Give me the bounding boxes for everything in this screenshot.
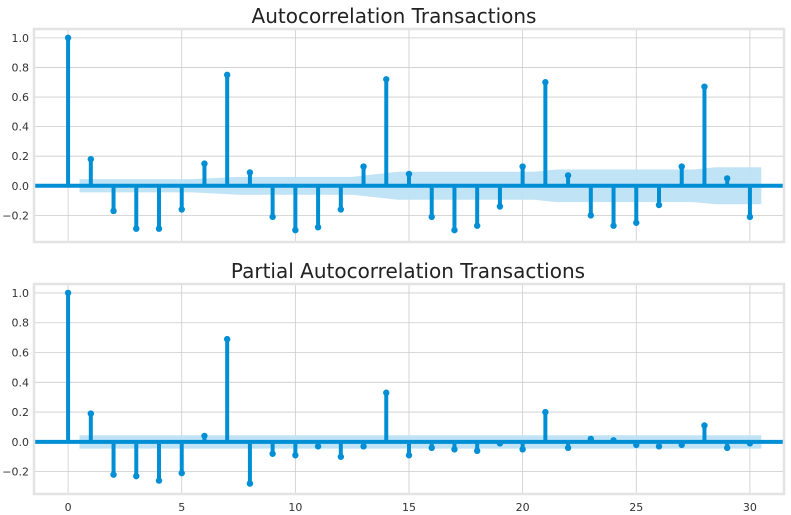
acf-marker-lag-27 bbox=[678, 163, 685, 170]
pacf-marker-lag-20 bbox=[519, 446, 526, 453]
pacf-marker-lag-7 bbox=[223, 335, 231, 343]
pacf-x-tick-label: 10 bbox=[288, 501, 302, 514]
acf-marker-lag-0 bbox=[64, 34, 72, 42]
pacf-y-tick-label: 0.8 bbox=[12, 317, 30, 330]
acf-marker-lag-15 bbox=[405, 170, 413, 178]
pacf-x-tick-label: 0 bbox=[65, 501, 72, 514]
pacf-marker-lag-1 bbox=[87, 410, 95, 417]
pacf-marker-lag-19 bbox=[496, 440, 504, 447]
acf-marker-lag-4 bbox=[155, 225, 163, 232]
pacf-marker-lag-8 bbox=[246, 480, 254, 487]
pacf-marker-lag-9 bbox=[269, 450, 276, 457]
pacf-x-tick-label: 5 bbox=[178, 501, 185, 514]
acf-plot-frame bbox=[32, 27, 786, 244]
acf-grid bbox=[34, 29, 784, 242]
acf-marker-lag-26 bbox=[655, 201, 663, 209]
acf-marker-lag-12 bbox=[337, 206, 345, 213]
pacf-marker-lag-13 bbox=[360, 443, 367, 450]
acf-y-tick-label: 0.4 bbox=[12, 121, 30, 134]
pacf-marker-lag-17 bbox=[451, 446, 458, 453]
acf-marker-lag-5 bbox=[178, 206, 185, 213]
pacf-y-tick-label: 0.6 bbox=[12, 347, 30, 360]
acf-marker-lag-23 bbox=[587, 212, 595, 219]
acf-marker-lag-6 bbox=[201, 160, 208, 167]
pacf-y-tick-label: 0.0 bbox=[12, 436, 30, 449]
pacf-stems bbox=[64, 289, 754, 487]
pacf-marker-lag-22 bbox=[564, 444, 572, 452]
pacf-panel: Partial Autocorrelation Transactions −0.… bbox=[2, 259, 786, 514]
pacf-marker-lag-5 bbox=[178, 469, 185, 477]
acf-title: Autocorrelation Transactions bbox=[252, 4, 537, 28]
pacf-marker-lag-6 bbox=[201, 432, 208, 440]
pacf-x-tick-labels: 0 5 10 15 20 25 30 bbox=[65, 501, 757, 514]
pacf-marker-lag-28 bbox=[701, 422, 708, 429]
acf-marker-lag-16 bbox=[428, 213, 435, 221]
pacf-marker-lag-24 bbox=[610, 437, 617, 444]
pacf-y-tick-label: 0.4 bbox=[12, 376, 30, 389]
pacf-marker-lag-3 bbox=[133, 472, 140, 480]
acf-marker-lag-24 bbox=[610, 222, 617, 229]
pacf-plot-frame bbox=[32, 282, 786, 496]
acf-marker-lag-30 bbox=[746, 213, 754, 221]
pacf-marker-lag-12 bbox=[337, 453, 345, 460]
acf-marker-lag-21 bbox=[542, 79, 549, 86]
pacf-marker-lag-25 bbox=[633, 441, 640, 449]
pacf-marker-lag-30 bbox=[746, 440, 754, 447]
acf-marker-lag-25 bbox=[633, 219, 640, 226]
pacf-marker-lag-0 bbox=[64, 289, 72, 297]
acf-marker-lag-20 bbox=[519, 163, 526, 170]
acf-marker-lag-13 bbox=[360, 163, 367, 170]
pacf-y-tick-label: 0.2 bbox=[12, 406, 30, 419]
acf-y-tick-label: 0.8 bbox=[12, 61, 30, 74]
acf-y-tick-label: 1.0 bbox=[12, 32, 30, 45]
acf-panel: Autocorrelation Transactions −0.2 0.0 0.2 0… bbox=[2, 4, 786, 244]
pacf-y-tick-labels: −0.2 0.0 0.2 0.4 0.6 0.8 1.0 bbox=[2, 287, 29, 479]
acf-y-tick-label: 0.2 bbox=[12, 150, 30, 163]
acf-stems bbox=[64, 34, 754, 234]
pacf-x-tick-label: 30 bbox=[743, 501, 757, 514]
pacf-marker-lag-2 bbox=[110, 471, 117, 478]
acf-marker-lag-14 bbox=[383, 76, 390, 83]
acf-marker-lag-18 bbox=[473, 222, 481, 229]
acf-marker-lag-28 bbox=[701, 83, 708, 90]
pacf-marker-lag-23 bbox=[587, 435, 595, 443]
acf-marker-lag-3 bbox=[133, 225, 140, 232]
pacf-x-tick-label: 20 bbox=[516, 501, 530, 514]
pacf-marker-lag-16 bbox=[428, 444, 435, 452]
acf-marker-lag-1 bbox=[87, 155, 95, 163]
pacf-y-tick-label: −0.2 bbox=[2, 466, 29, 479]
acf-y-tick-label: 0.6 bbox=[12, 91, 30, 104]
acf-marker-lag-9 bbox=[269, 213, 276, 221]
acf-y-tick-labels: −0.2 0.0 0.2 0.4 0.6 0.8 1.0 bbox=[2, 32, 29, 223]
pacf-marker-lag-21 bbox=[542, 408, 549, 416]
pacf-marker-lag-18 bbox=[473, 447, 481, 455]
acf-marker-lag-17 bbox=[451, 226, 458, 234]
pacf-marker-lag-11 bbox=[314, 443, 322, 450]
pacf-x-tick-label: 25 bbox=[629, 501, 643, 514]
acf-marker-lag-29 bbox=[723, 175, 731, 182]
acf-marker-lag-11 bbox=[314, 224, 322, 231]
acf-y-tick-label: −0.2 bbox=[2, 209, 29, 222]
pacf-marker-lag-26 bbox=[655, 443, 663, 450]
acf-marker-lag-10 bbox=[292, 226, 299, 234]
pacf-marker-lag-4 bbox=[155, 477, 163, 484]
pacf-marker-lag-14 bbox=[383, 389, 390, 396]
acf-marker-lag-2 bbox=[110, 207, 117, 215]
acf-y-tick-label: 0.0 bbox=[12, 180, 30, 193]
pacf-marker-lag-29 bbox=[723, 444, 731, 452]
pacf-y-tick-label: 1.0 bbox=[12, 287, 30, 300]
acf-marker-lag-7 bbox=[223, 71, 231, 79]
pacf-grid bbox=[34, 284, 784, 494]
pacf-title: Partial Autocorrelation Transactions bbox=[231, 259, 585, 283]
pacf-marker-lag-27 bbox=[678, 441, 685, 449]
acf-marker-lag-8 bbox=[246, 169, 254, 176]
pacf-x-tick-label: 15 bbox=[402, 501, 416, 514]
acf-marker-lag-19 bbox=[496, 203, 504, 210]
pacf-marker-lag-10 bbox=[292, 452, 299, 459]
acf-marker-lag-22 bbox=[564, 172, 572, 179]
pacf-marker-lag-15 bbox=[405, 452, 413, 459]
